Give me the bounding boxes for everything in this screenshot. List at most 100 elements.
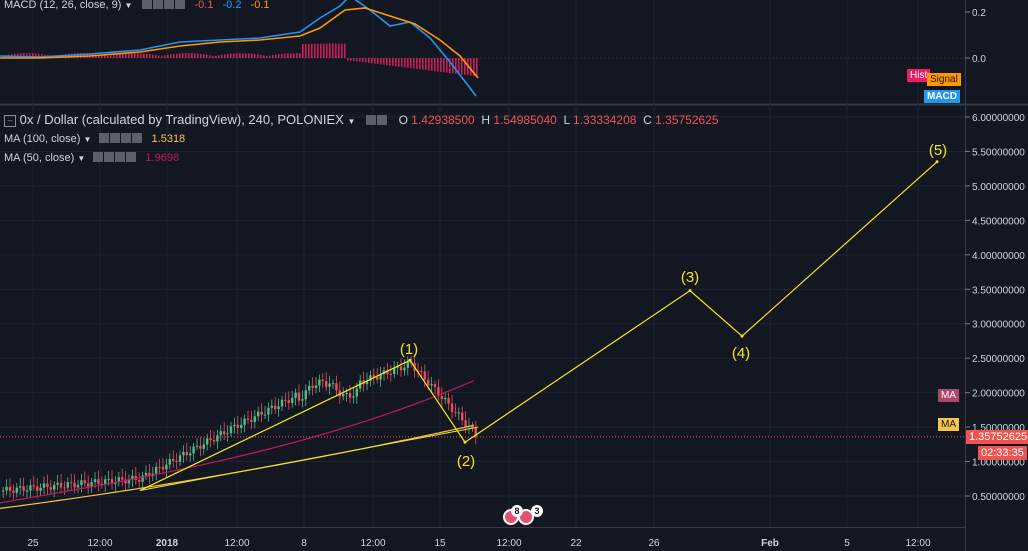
candle-body xyxy=(376,377,379,380)
candle-body xyxy=(29,485,32,491)
macd-hist-bar xyxy=(236,53,238,58)
countdown-tag: 02:33:35 xyxy=(978,446,1027,460)
candle-body xyxy=(440,396,443,400)
event-count-badge: 8 xyxy=(511,505,523,517)
ma100-controls[interactable] xyxy=(98,133,145,145)
plus-icon[interactable] xyxy=(164,0,175,9)
lower-trendline xyxy=(139,426,479,491)
price-tick-label: 3.50000000 xyxy=(972,285,1025,296)
macd-legend[interactable]: MACD (12, 26, close, 9) ▼ -0.1 -0.2 -0.1 xyxy=(4,0,270,11)
macd-hist-bar xyxy=(437,58,439,72)
candle-body xyxy=(274,405,277,410)
time-tick-label: 12:00 xyxy=(87,538,112,549)
candle-body xyxy=(386,370,389,374)
wave-point xyxy=(935,160,939,164)
candle-body xyxy=(216,435,219,442)
candle-body xyxy=(39,487,42,491)
macd-hist-bar xyxy=(473,58,475,76)
close-icon[interactable] xyxy=(175,0,186,9)
main-pane[interactable] xyxy=(0,106,965,526)
macd-hist-bar xyxy=(470,58,472,76)
macd-pane[interactable] xyxy=(0,0,965,103)
macd-hist-bar xyxy=(410,58,412,69)
ma50-legend[interactable]: MA (50, close) ▼ 1.9698 xyxy=(4,152,179,164)
candle-body xyxy=(311,385,314,388)
close-icon[interactable] xyxy=(132,133,143,143)
candle-body xyxy=(127,479,131,484)
macd-label: MACD (12, 26, close, 9) xyxy=(4,0,122,11)
price-tick-label: 6.00000000 xyxy=(972,113,1025,124)
gear-icon[interactable] xyxy=(104,152,115,162)
macd-hist-bar xyxy=(371,58,373,64)
candle-body xyxy=(189,453,192,456)
candle-body xyxy=(437,387,440,397)
macd-hist-bar xyxy=(164,55,166,58)
gear-icon[interactable] xyxy=(376,115,387,125)
candle-body xyxy=(372,375,375,378)
eye-icon[interactable] xyxy=(365,115,376,125)
ma100-legend[interactable]: MA (100, close) ▼ 1.5318 xyxy=(4,133,185,145)
macd-hist-bar xyxy=(389,58,391,66)
macd-hist-bar xyxy=(395,58,397,67)
macd-hist-bar xyxy=(146,53,148,58)
macd-controls[interactable] xyxy=(141,0,188,11)
ohlc-high-value: 1.54985040 xyxy=(493,113,557,127)
wave-layer: (1) (2) (3) (4) (5) xyxy=(139,142,947,492)
chevron-down-icon[interactable]: ▼ xyxy=(77,154,86,163)
macd-hist-bar xyxy=(176,53,178,58)
candle-body xyxy=(59,482,63,488)
candle-body xyxy=(141,475,144,482)
eye-icon[interactable] xyxy=(93,152,104,162)
candle-body xyxy=(352,396,355,398)
candle-body xyxy=(444,397,447,400)
candle-body xyxy=(12,490,15,493)
main-legend[interactable]: – 0x / Dollar (calculated by TradingView… xyxy=(4,112,719,127)
macd-hist-bar xyxy=(128,53,130,58)
candle-body xyxy=(433,384,437,388)
macd-hist-bar xyxy=(158,55,160,58)
macd-hist-bar xyxy=(230,53,232,58)
macd-hist-bar xyxy=(212,55,214,58)
chevron-down-icon[interactable]: ▼ xyxy=(83,135,92,144)
candle-body xyxy=(389,373,392,375)
gear-icon[interactable] xyxy=(110,133,121,143)
candle-body xyxy=(450,403,454,412)
candle-body xyxy=(124,479,127,484)
macd-hist-bar xyxy=(188,53,190,58)
candle-body xyxy=(63,487,66,489)
candle-body xyxy=(379,374,382,380)
macd-hist-bar xyxy=(353,58,355,61)
time-tick-label: 12:00 xyxy=(224,538,249,549)
chevron-down-icon[interactable]: ▼ xyxy=(347,117,356,126)
close-icon[interactable] xyxy=(126,152,137,162)
candle-body xyxy=(314,385,318,388)
symbol-title[interactable]: 0x / Dollar (calculated by TradingView),… xyxy=(19,112,344,127)
eye-icon[interactable] xyxy=(99,133,110,143)
collapse-icon[interactable]: – xyxy=(4,115,16,127)
macd-hist-bar xyxy=(167,54,169,58)
ma50-controls[interactable] xyxy=(92,152,139,164)
candle-body xyxy=(66,482,69,488)
macd-hist-bar xyxy=(449,58,451,73)
candle-body xyxy=(474,427,477,437)
macd-hist-bar xyxy=(110,55,112,58)
chevron-down-icon[interactable]: ▼ xyxy=(124,1,133,10)
plus-icon[interactable] xyxy=(115,152,126,162)
macd-hist-bar xyxy=(365,58,367,63)
eye-icon[interactable] xyxy=(142,0,153,9)
symbol-controls[interactable] xyxy=(365,112,391,127)
candle-body xyxy=(365,380,369,385)
gear-icon[interactable] xyxy=(153,0,164,9)
macd-hist-bar xyxy=(107,55,109,58)
macd-hist-bar xyxy=(173,53,175,58)
axis-layer: 6.00000000 5.50000000 5.00000000 4.50000000… xyxy=(27,8,1025,549)
macd-value-macd: -0.2 xyxy=(222,0,242,11)
candle-body xyxy=(202,444,205,449)
macd-hist-bar xyxy=(401,58,403,67)
event-badges[interactable]: 8 3 xyxy=(503,505,545,527)
plus-icon[interactable] xyxy=(121,133,132,143)
macd-hist-bar xyxy=(455,58,457,74)
candle-body xyxy=(223,431,226,435)
candle-body xyxy=(8,486,12,491)
